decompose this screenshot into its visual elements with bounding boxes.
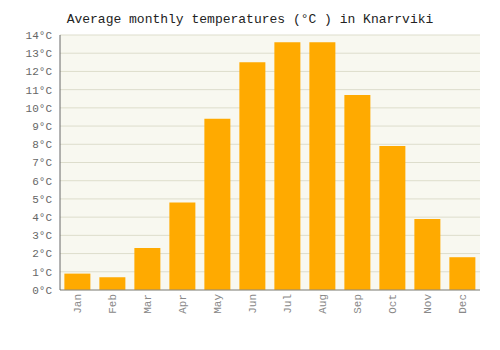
svg-text:4°C: 4°C bbox=[32, 212, 52, 224]
svg-text:Jun: Jun bbox=[247, 294, 259, 314]
svg-text:14°C: 14°C bbox=[26, 30, 53, 42]
svg-text:1°C: 1°C bbox=[32, 267, 52, 279]
svg-text:2°C: 2°C bbox=[32, 248, 52, 260]
svg-text:13°C: 13°C bbox=[26, 48, 53, 60]
svg-text:Aug: Aug bbox=[317, 294, 329, 314]
svg-text:9°C: 9°C bbox=[32, 121, 52, 133]
svg-text:Apr: Apr bbox=[177, 294, 189, 314]
svg-text:11°C: 11°C bbox=[26, 85, 53, 97]
svg-text:8°C: 8°C bbox=[32, 139, 52, 151]
svg-text:Feb: Feb bbox=[107, 294, 119, 314]
svg-text:12°C: 12°C bbox=[26, 66, 53, 78]
svg-text:0°C: 0°C bbox=[32, 285, 52, 297]
svg-text:Mar: Mar bbox=[142, 294, 154, 314]
svg-text:6°C: 6°C bbox=[32, 176, 52, 188]
svg-text:5°C: 5°C bbox=[32, 194, 52, 206]
svg-text:Jul: Jul bbox=[282, 294, 294, 314]
svg-text:Jan: Jan bbox=[72, 294, 84, 314]
svg-text:Nov: Nov bbox=[422, 294, 434, 314]
svg-text:3°C: 3°C bbox=[32, 230, 52, 242]
svg-text:Oct: Oct bbox=[387, 294, 399, 314]
html-text:Average monthly temperatures (: Average monthly temperatures (°C ) in Kn… bbox=[66, 12, 434, 27]
svg-text:May: May bbox=[212, 294, 224, 314]
svg-text:7°C: 7°C bbox=[32, 157, 52, 169]
svg-text:10°C: 10°C bbox=[26, 103, 53, 115]
svg-text:Sep: Sep bbox=[352, 294, 364, 314]
svg-text:Dec: Dec bbox=[457, 294, 469, 314]
